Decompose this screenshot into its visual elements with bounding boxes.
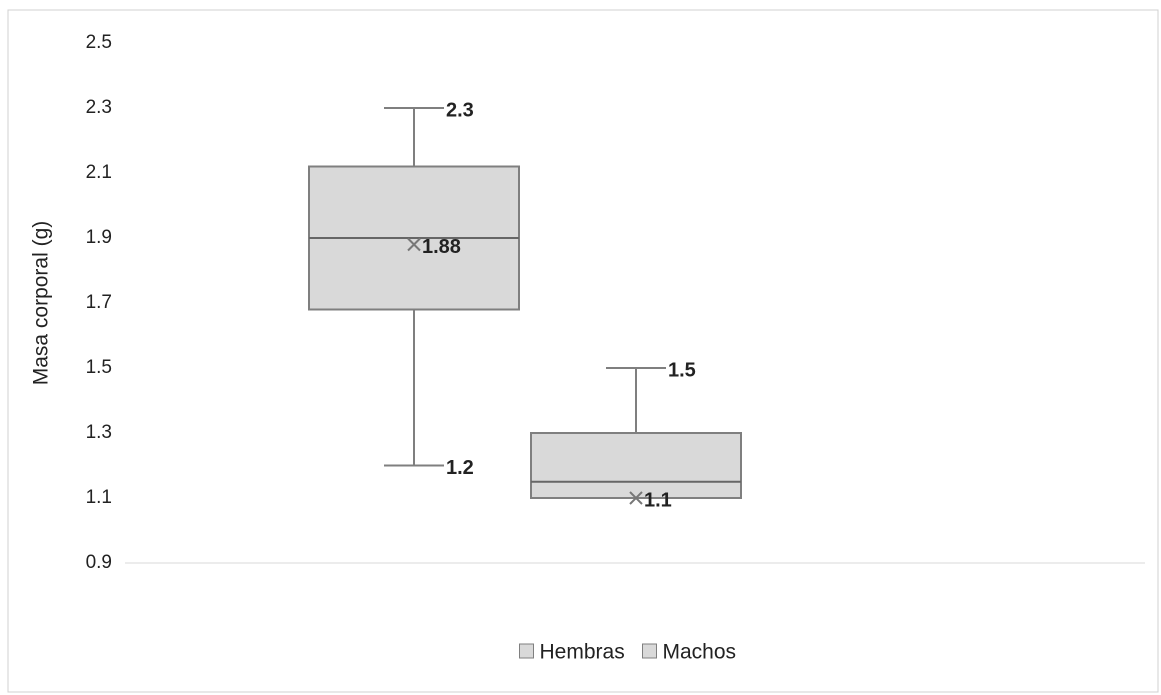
legend-label: Machos <box>663 641 737 664</box>
y-tick-label: 1.3 <box>86 422 112 443</box>
y-tick-label: 0.9 <box>86 552 112 573</box>
y-tick-label: 2.3 <box>86 97 112 118</box>
mean-marker <box>629 491 643 505</box>
data-label: 1.2 <box>446 457 474 479</box>
y-tick-label: 2.1 <box>86 162 112 183</box>
data-label: 2.3 <box>446 99 474 121</box>
mean-marker <box>407 237 421 252</box>
y-tick-label: 1.7 <box>86 292 112 313</box>
data-label: 1.88 <box>422 236 461 258</box>
y-tick-label: 1.5 <box>86 357 112 378</box>
legend-swatch <box>519 643 534 659</box>
y-axis-label: Masa corporal (g) <box>30 221 53 386</box>
y-tick-label: 1.1 <box>86 487 112 508</box>
data-label: 1.1 <box>644 489 672 511</box>
chart-border <box>7 9 1159 693</box>
y-tick-label: 1.9 <box>86 227 112 248</box>
box <box>530 432 742 499</box>
data-label: 1.5 <box>668 359 696 381</box>
legend-label: Hembras <box>540 641 625 664</box>
legend-swatch <box>642 643 657 659</box>
y-tick-label: 2.5 <box>86 32 112 53</box>
